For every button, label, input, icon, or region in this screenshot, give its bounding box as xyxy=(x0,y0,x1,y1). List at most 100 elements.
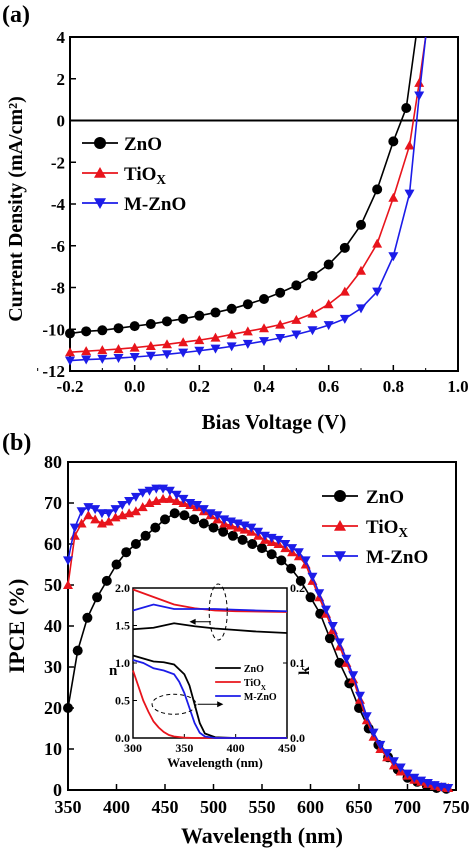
legend-marker-b xyxy=(334,490,346,502)
data-point-b xyxy=(130,506,141,516)
data-point-b xyxy=(110,505,121,515)
data-point-a xyxy=(291,280,302,291)
legend-marker-a xyxy=(94,167,106,178)
data-point-b xyxy=(101,575,112,586)
data-point-b xyxy=(253,527,264,537)
y-tick-label-a: -10 xyxy=(42,320,65,339)
inset-y-tick-label-left: 0.0 xyxy=(115,731,130,745)
data-point-a xyxy=(210,344,221,354)
data-point-b xyxy=(96,509,107,519)
data-point-b xyxy=(169,508,180,519)
data-point-a xyxy=(291,314,302,324)
data-point-a xyxy=(81,326,92,337)
data-point-a xyxy=(162,339,172,349)
data-point-b xyxy=(198,505,209,515)
inset-k-arrowhead xyxy=(217,701,224,708)
data-point-b xyxy=(137,502,148,512)
data-point-b xyxy=(192,501,203,511)
data-point-a xyxy=(414,77,425,87)
data-point-a xyxy=(275,319,286,329)
y-tick-label-b: 50 xyxy=(44,575,62,595)
data-point-b xyxy=(307,572,318,582)
data-point-a xyxy=(81,346,92,356)
data-point-a xyxy=(194,346,205,356)
x-tick-label-a: -0.2 xyxy=(57,377,84,396)
x-tick-label-b: 500 xyxy=(200,797,227,817)
data-point-b xyxy=(63,556,73,566)
data-point-a xyxy=(242,326,253,336)
data-point-a xyxy=(129,353,140,363)
data-point-a xyxy=(162,350,172,360)
inset-k-curve xyxy=(132,659,287,739)
data-point-b xyxy=(293,548,304,558)
data-point-b xyxy=(382,749,393,759)
x-axis-label-a: Bias Voltage (V) xyxy=(202,410,347,434)
data-point-b xyxy=(327,622,338,631)
data-point-a xyxy=(388,136,399,147)
inset-y-tick-label-left: 0.5 xyxy=(115,694,130,708)
x-tick-label-b: 400 xyxy=(103,797,130,817)
data-point-b xyxy=(395,763,406,773)
inset-x-tick-label: 300 xyxy=(124,741,142,755)
data-point-b xyxy=(164,486,175,496)
x-tick-label-b: 550 xyxy=(249,797,276,817)
inset-legend-label: M-ZnO xyxy=(244,692,277,703)
data-point-a xyxy=(210,332,221,342)
legend-label-b: M-ZnO xyxy=(366,547,428,568)
data-point-a xyxy=(162,316,172,327)
data-point-b xyxy=(354,691,365,701)
data-point-b xyxy=(321,605,332,615)
data-point-b xyxy=(130,539,141,549)
data-point-b xyxy=(361,712,372,722)
data-point-b xyxy=(90,514,101,524)
legend-label-a: ZnO xyxy=(124,134,162,155)
data-point-a xyxy=(356,304,366,314)
data-point-b xyxy=(63,580,73,589)
inset-frame xyxy=(132,587,288,739)
data-point-b xyxy=(443,783,454,793)
data-point-a xyxy=(291,330,302,340)
data-point-b xyxy=(305,592,316,603)
data-point-b xyxy=(144,486,155,496)
y-tick-label-a: 0 xyxy=(57,112,66,131)
inset-k-curve xyxy=(132,670,287,739)
data-point-a xyxy=(129,321,140,332)
data-point-b xyxy=(179,510,190,521)
y-tick-label-a: 2 xyxy=(57,70,66,89)
inset-y-axis-label-left: n xyxy=(109,663,118,679)
data-point-a xyxy=(372,287,383,297)
series-line-a xyxy=(69,36,427,362)
y-tick-label-b: 60 xyxy=(44,534,62,554)
x-tick-label-a: 0.2 xyxy=(189,377,210,396)
data-point-a xyxy=(178,348,189,358)
y-tick-label-b: 10 xyxy=(44,739,62,759)
x-axis-label-b: Wavelength (nm) xyxy=(181,823,343,848)
data-point-a xyxy=(194,335,205,345)
data-point-a xyxy=(113,354,124,364)
data-point-b xyxy=(276,555,287,566)
data-point-b xyxy=(124,496,135,506)
data-point-b xyxy=(237,534,248,545)
inset-y-tick-label-right: 0.2 xyxy=(290,581,305,595)
data-point-b xyxy=(150,522,161,533)
inset-x-tick-label: 400 xyxy=(227,741,245,755)
y-tick-label-a: -2 xyxy=(51,153,65,172)
data-point-a xyxy=(307,308,318,318)
data-point-b xyxy=(300,556,311,566)
x-tick-label-a: 1.0 xyxy=(447,377,468,396)
data-point-b xyxy=(111,559,122,570)
data-point-a xyxy=(356,265,366,275)
data-point-a xyxy=(259,323,269,333)
data-point-b xyxy=(63,703,73,713)
data-point-a xyxy=(275,287,286,298)
data-point-a xyxy=(404,140,415,150)
data-point-b xyxy=(208,522,219,533)
inset-n-arrowhead xyxy=(189,618,196,625)
data-point-a xyxy=(307,326,318,336)
data-point-a xyxy=(210,307,221,318)
inset-y-tick-label-left: 1.5 xyxy=(115,619,130,633)
data-point-b xyxy=(76,507,87,517)
x-tick-label-a: 0.4 xyxy=(253,377,275,396)
data-point-a xyxy=(339,242,350,253)
